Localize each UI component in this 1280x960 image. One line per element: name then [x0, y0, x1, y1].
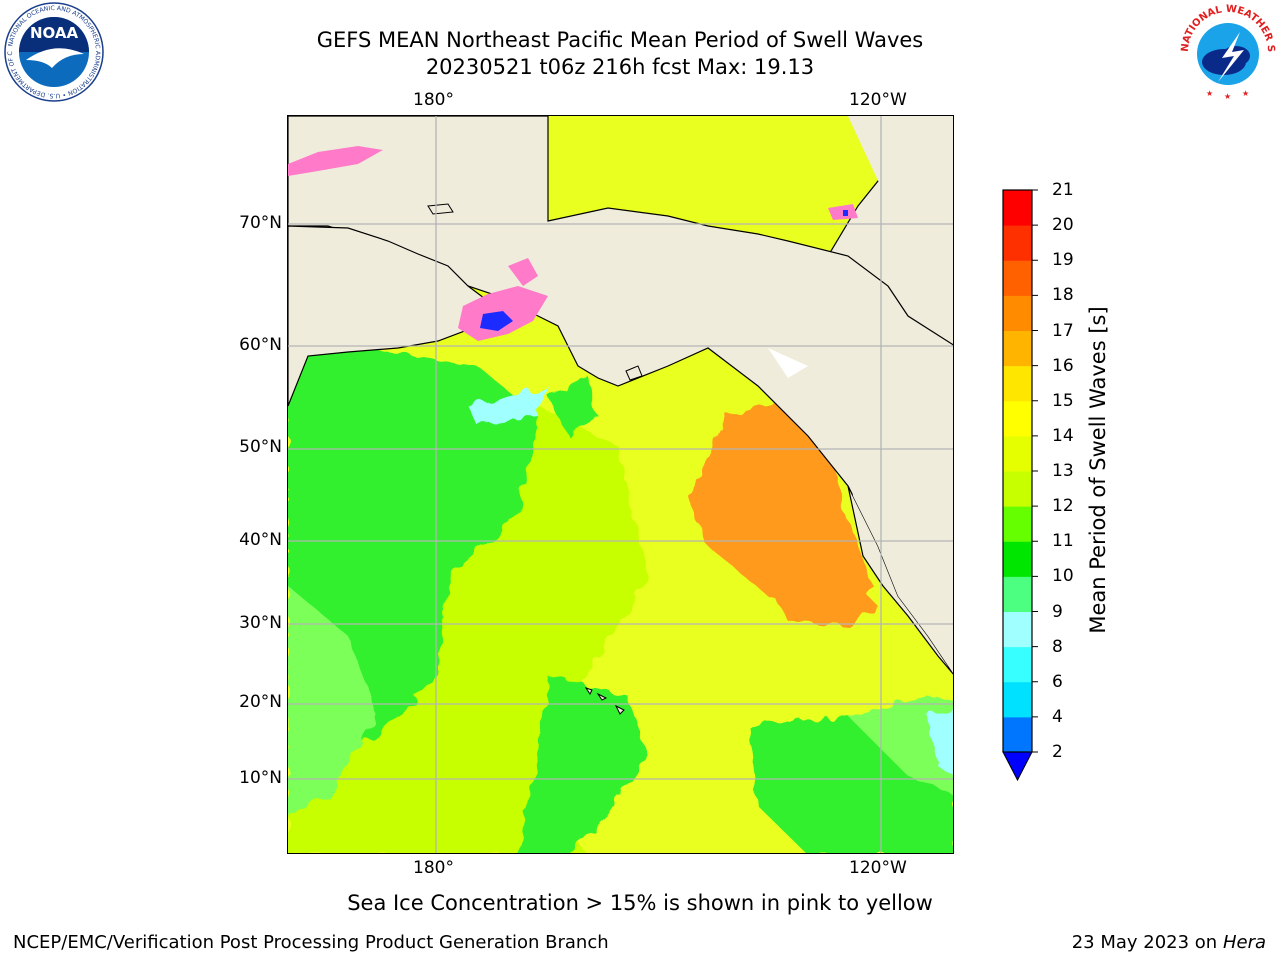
- sea-ice: [288, 146, 858, 341]
- colorbar-tick-label: 2: [1052, 742, 1063, 762]
- svg-text:★: ★: [1206, 89, 1213, 98]
- colorbar-tick-label: 4: [1052, 706, 1063, 727]
- zone-cyan-edge: [928, 706, 953, 775]
- colorbar-band: [1003, 190, 1032, 226]
- top-lon-label-120w: 120°W: [849, 90, 907, 110]
- zone-green-patch: [548, 376, 598, 436]
- colorbar: [1002, 189, 1038, 782]
- footer-host: Hera: [1222, 932, 1266, 953]
- lat-label-10n: 10°N: [239, 768, 282, 788]
- colorbar-band: [1003, 541, 1032, 577]
- colorbar-extension: [1002, 751, 1033, 782]
- colorbar-tick-label: 13: [1052, 461, 1074, 481]
- chart-subtitle: 20230521 t06z 216h fcst Max: 19.13: [425, 55, 815, 79]
- zone-light-green-south: [848, 696, 953, 796]
- land-masses: [288, 116, 953, 715]
- colorbar-band: [1003, 681, 1032, 718]
- land-wrangel-island: [427, 203, 454, 215]
- colorbar-tick-label: 8: [1052, 636, 1063, 657]
- chart-title: GEFS MEAN Northeast Pacific Mean Period …: [316, 28, 924, 52]
- footer-date-text: 23 May 2023 on: [1071, 932, 1218, 953]
- graticule: [288, 116, 953, 853]
- colorbar-label: Mean Period of Swell Waves [s]: [1086, 306, 1110, 634]
- lat-label-20n: 20°N: [239, 692, 282, 712]
- zone-cyan-aleutian: [468, 386, 548, 426]
- colorbar-band: [1003, 365, 1032, 402]
- bottom-lon-label-120w: 120°W: [849, 858, 907, 878]
- noaa-logo-text: NOAA: [30, 24, 79, 42]
- colorbar-band: [1003, 260, 1032, 296]
- colorbar-band: [1003, 611, 1032, 648]
- colorbar-band: [1003, 471, 1032, 507]
- colorbar-tick-label: 10: [1052, 566, 1074, 587]
- colorbar-tick-label: 16: [1052, 355, 1074, 376]
- colorbar-tick-label: 11: [1052, 531, 1074, 552]
- colorbar-band: [1003, 330, 1032, 367]
- footer-date: 23 May 2023 on Hera: [1072, 932, 1266, 953]
- ice-arctic-north: [288, 146, 383, 176]
- colorbar-band: [1003, 295, 1032, 331]
- nws-logo: NATIONAL WEATHER SERVICE ★ ★ ★: [1178, 2, 1276, 101]
- svg-text:★: ★: [1242, 89, 1249, 98]
- ice-norton-sound: [508, 258, 538, 286]
- lat-label-70n: 70°N: [239, 213, 282, 233]
- colorbar-band: [1003, 506, 1032, 542]
- lat-label-50n: 50°N: [239, 437, 282, 457]
- lat-label-60n: 60°N: [239, 335, 282, 355]
- map-panel: [287, 115, 954, 854]
- coastal-mask: [768, 348, 808, 378]
- ice-beaufort-core: [843, 210, 848, 216]
- zone-warm-south: [768, 576, 878, 626]
- lat-label-40n: 40°N: [239, 530, 282, 550]
- colorbar-tick-label: 6: [1052, 671, 1063, 692]
- footer-credit: NCEP/EMC/Verification Post Processing Pr…: [13, 932, 609, 953]
- colorbar-tick-label: 9: [1052, 601, 1063, 622]
- svg-text:★: ★: [1224, 92, 1231, 101]
- swell-period-map: [288, 116, 953, 853]
- colorbar-band: [1003, 716, 1032, 753]
- zone-green-hawaii: [518, 676, 648, 853]
- noaa-logo: NATIONAL OCEANIC AND ATMOSPHERIC ADMINIS…: [4, 2, 104, 102]
- colorbar-tick-label: 21: [1052, 180, 1074, 200]
- colorbar-band: [1003, 400, 1032, 437]
- colorbar-tick-label: 12: [1052, 496, 1074, 517]
- lat-label-30n: 30°N: [239, 613, 282, 633]
- colorbar-tick-label: 14: [1052, 425, 1074, 446]
- colorbar-band: [1003, 225, 1032, 261]
- sea-ice-note: Sea Ice Concentration > 15% is shown in …: [347, 891, 933, 915]
- colorbar-tick-label: 19: [1052, 250, 1074, 271]
- colorbar-tick-label: 18: [1052, 285, 1074, 306]
- colorbar-tick-label: 20: [1052, 215, 1074, 236]
- colorbar-band: [1003, 435, 1032, 472]
- colorbar-tick-label: 15: [1052, 390, 1074, 411]
- land-kodiak: [625, 365, 643, 381]
- top-lon-label-180: 180°: [413, 90, 454, 110]
- swell-field: [288, 336, 953, 853]
- ice-bering-core: [480, 311, 513, 331]
- land-interior: [848, 116, 953, 674]
- colorbar-tick-label: 17: [1052, 320, 1074, 341]
- bottom-lon-label-180: 180°: [413, 858, 454, 878]
- land-hawaii: [584, 687, 625, 715]
- zone-light-green: [288, 586, 378, 816]
- colorbar-band: [1003, 576, 1032, 612]
- colorbar-band: [1003, 646, 1032, 683]
